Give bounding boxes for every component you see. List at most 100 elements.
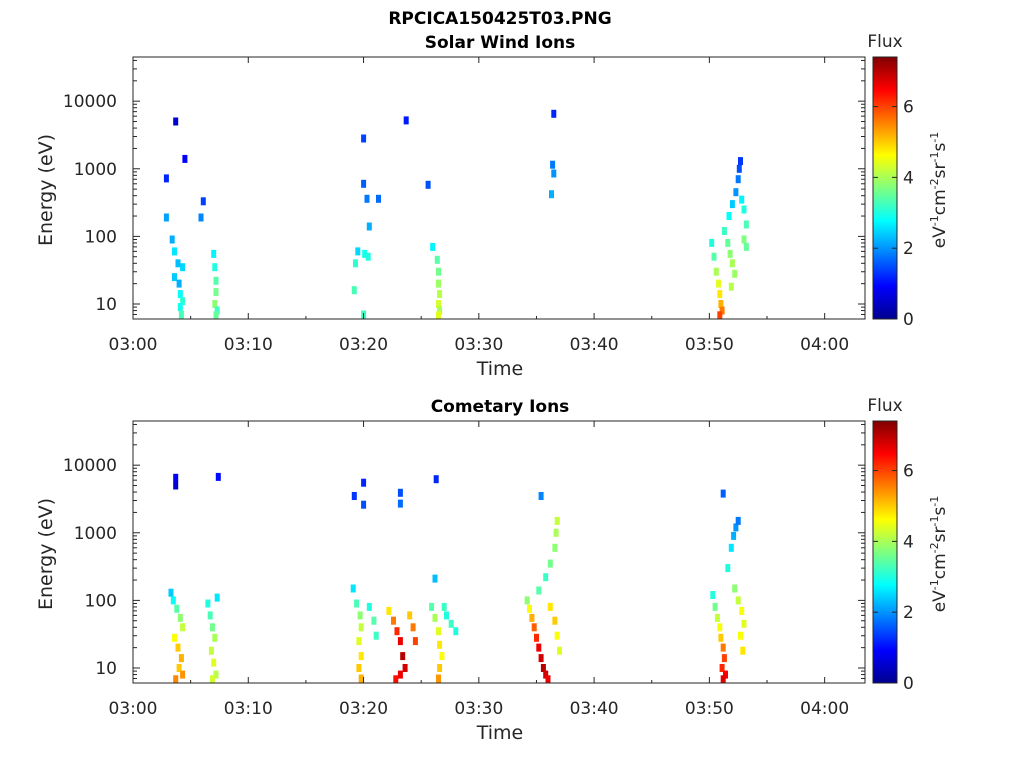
flux-cell bbox=[213, 670, 219, 679]
flux-cell bbox=[386, 606, 392, 615]
flux-cell bbox=[712, 602, 718, 611]
flux-cell bbox=[738, 631, 743, 640]
flux-cell bbox=[163, 213, 169, 222]
flux-cell bbox=[176, 279, 182, 288]
flux-cell bbox=[364, 194, 370, 203]
flux-cell bbox=[350, 584, 356, 593]
flux-cell bbox=[436, 300, 441, 308]
colorbar-tick-label: 0 bbox=[903, 674, 914, 694]
colorbar-ticks: 0 2 4 6 bbox=[873, 462, 914, 694]
flux-cell bbox=[437, 306, 443, 315]
flux-cell bbox=[172, 633, 177, 642]
flux-cell bbox=[720, 489, 726, 498]
y-tick-label: 10 bbox=[95, 295, 117, 315]
y-axis-label: Energy (eV) bbox=[35, 498, 57, 610]
flux-cell bbox=[714, 613, 720, 622]
flux-cell bbox=[212, 633, 218, 642]
x-tick-label: 04:00 bbox=[800, 335, 849, 355]
flux-cell bbox=[177, 290, 183, 299]
x-tick-label: 03:50 bbox=[685, 699, 734, 719]
flux-cell bbox=[397, 488, 403, 497]
flux-cell bbox=[207, 611, 213, 620]
flux-cell bbox=[353, 259, 358, 268]
flux-cell bbox=[169, 235, 175, 244]
colorbar-tick-label: 6 bbox=[903, 462, 914, 482]
flux-cell bbox=[371, 616, 377, 625]
plot-frame bbox=[132, 420, 866, 684]
flux-cell bbox=[358, 674, 364, 683]
flux-cell bbox=[211, 249, 217, 258]
flux-cell bbox=[402, 664, 408, 672]
flux-cell bbox=[726, 212, 732, 220]
flux-cell bbox=[163, 174, 169, 183]
flux-cell bbox=[432, 613, 438, 622]
flux-cell bbox=[213, 276, 219, 285]
x-axis-label: Time bbox=[476, 722, 524, 744]
axes: 03:00 03:10 03:20 03:30 03:40 03:50 04:00 10 100… bbox=[63, 421, 865, 719]
flux-cell bbox=[725, 564, 731, 573]
flux-cell bbox=[430, 242, 436, 251]
flux-cell bbox=[400, 652, 406, 661]
y-axis-label: Energy (eV) bbox=[35, 134, 57, 246]
flux-cell bbox=[717, 290, 723, 299]
flux-cell bbox=[213, 288, 219, 297]
flux-cell bbox=[397, 637, 403, 646]
y-tick-label: 10 bbox=[95, 659, 117, 679]
flux-cell bbox=[173, 117, 179, 126]
flux-cell bbox=[728, 282, 734, 291]
flux-cell bbox=[366, 602, 372, 611]
flux-cell bbox=[211, 658, 217, 667]
flux-cell bbox=[549, 190, 554, 199]
y-tick-label: 100 bbox=[85, 591, 117, 611]
flux-cell bbox=[554, 516, 560, 525]
flux-cell bbox=[436, 674, 441, 683]
heatmap-marks bbox=[168, 472, 747, 684]
flux-cell bbox=[436, 311, 441, 320]
plot-frame bbox=[132, 56, 866, 320]
flux-cell bbox=[444, 611, 449, 620]
flux-cell bbox=[735, 596, 741, 605]
flux-cell bbox=[441, 602, 447, 611]
flux-cell bbox=[743, 220, 749, 229]
figure-title: RPCICA150425T03.PNG bbox=[388, 9, 611, 29]
flux-cell bbox=[436, 627, 441, 636]
flux-cell bbox=[547, 602, 553, 611]
flux-cell bbox=[425, 180, 431, 189]
flux-cell bbox=[365, 252, 371, 261]
colorbar-label: Flux bbox=[867, 396, 902, 416]
colorbar-unit: eV-1cm-2sr-1s-1 bbox=[928, 496, 950, 613]
flux-cell bbox=[743, 242, 749, 251]
flux-cell bbox=[433, 475, 439, 484]
flux-cell bbox=[439, 652, 445, 661]
flux-cell bbox=[394, 627, 400, 636]
flux-cell bbox=[552, 616, 558, 625]
flux-cell bbox=[170, 596, 176, 605]
flux-cell bbox=[356, 664, 362, 672]
flux-cell bbox=[740, 646, 746, 655]
y-tick-label: 1000 bbox=[74, 524, 117, 544]
y-tick-label: 1000 bbox=[74, 160, 117, 180]
colorbar-tick-label: 4 bbox=[903, 168, 914, 188]
flux-cell bbox=[180, 263, 186, 272]
flux-cell bbox=[168, 588, 174, 597]
flux-cell bbox=[741, 205, 747, 214]
flux-cell bbox=[361, 179, 367, 188]
flux-cell bbox=[735, 175, 741, 184]
flux-cell bbox=[538, 654, 544, 663]
flux-cell bbox=[552, 543, 558, 552]
flux-cell bbox=[351, 286, 357, 295]
panel-title: Cometary Ions bbox=[431, 397, 570, 417]
flux-cell bbox=[557, 646, 562, 655]
flux-cell bbox=[361, 478, 367, 487]
flux-cell bbox=[529, 613, 535, 622]
flux-cell bbox=[731, 531, 737, 540]
flux-cell bbox=[738, 157, 743, 166]
flux-cell bbox=[358, 623, 364, 632]
flux-cell bbox=[553, 528, 559, 537]
flux-cell bbox=[205, 599, 211, 608]
flux-cell bbox=[551, 109, 557, 118]
x-tick-label: 03:00 bbox=[109, 699, 158, 719]
x-tick-label: 03:30 bbox=[454, 335, 503, 355]
flux-cell bbox=[200, 197, 206, 206]
flux-cell bbox=[718, 300, 724, 308]
